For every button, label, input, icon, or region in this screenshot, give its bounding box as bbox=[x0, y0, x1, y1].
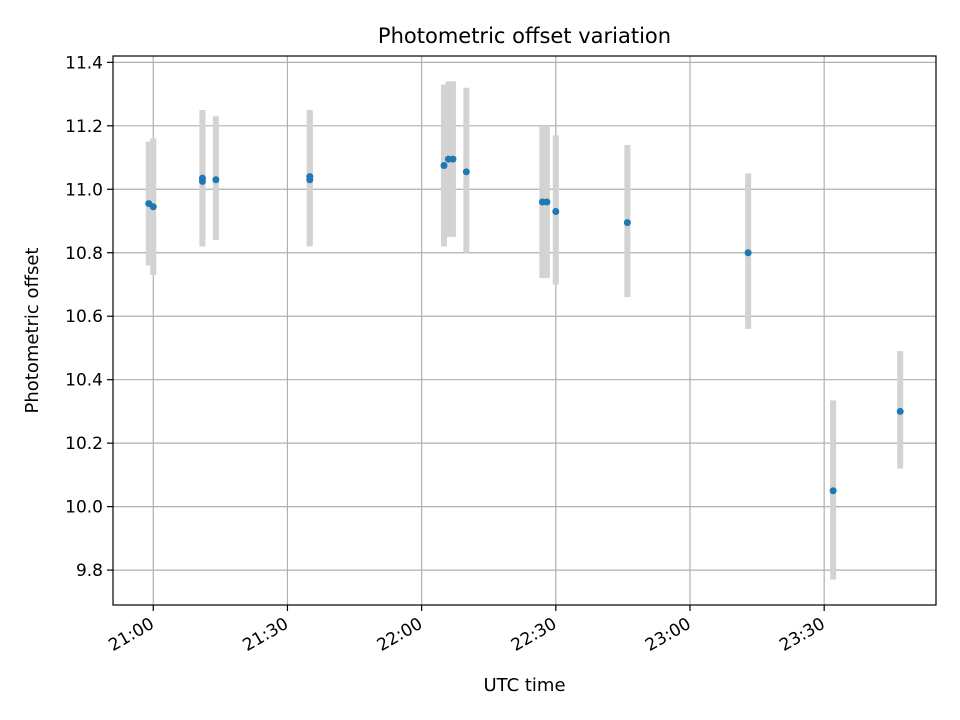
x-axis-title: UTC time bbox=[483, 675, 565, 696]
grid bbox=[113, 56, 936, 605]
y-tick-label: 11.0 bbox=[65, 180, 103, 200]
y-tick-label: 9.8 bbox=[76, 561, 103, 581]
data-point bbox=[198, 177, 206, 185]
data-point bbox=[896, 407, 904, 415]
data-point bbox=[552, 207, 560, 215]
data-point bbox=[543, 198, 551, 206]
data-point bbox=[829, 487, 837, 495]
y-tick-label: 10.2 bbox=[65, 434, 103, 454]
data-point bbox=[449, 155, 457, 163]
y-tick-label: 11.4 bbox=[65, 53, 103, 73]
data-point bbox=[462, 168, 470, 176]
chart-title: Photometric offset variation bbox=[378, 24, 671, 48]
y-tick-label: 10.4 bbox=[65, 371, 103, 391]
y-tick-label: 10.0 bbox=[65, 498, 103, 518]
data-point bbox=[149, 203, 157, 211]
data-point bbox=[212, 176, 220, 184]
data-point bbox=[744, 249, 752, 257]
y-axis-title: Photometric offset bbox=[22, 248, 43, 414]
y-tick-label: 11.2 bbox=[65, 117, 103, 137]
y-tick-label: 10.6 bbox=[65, 307, 103, 327]
plot-frame bbox=[112, 55, 937, 606]
data-points bbox=[145, 155, 904, 495]
data-point bbox=[440, 161, 448, 169]
data-point bbox=[306, 176, 314, 184]
y-axis: 9.8 10.0 10.2 10.4 10.6 10.8 11.0 11.2 11.4 bbox=[65, 53, 113, 581]
data-point bbox=[623, 219, 631, 227]
y-tick-label: 10.8 bbox=[65, 244, 103, 264]
